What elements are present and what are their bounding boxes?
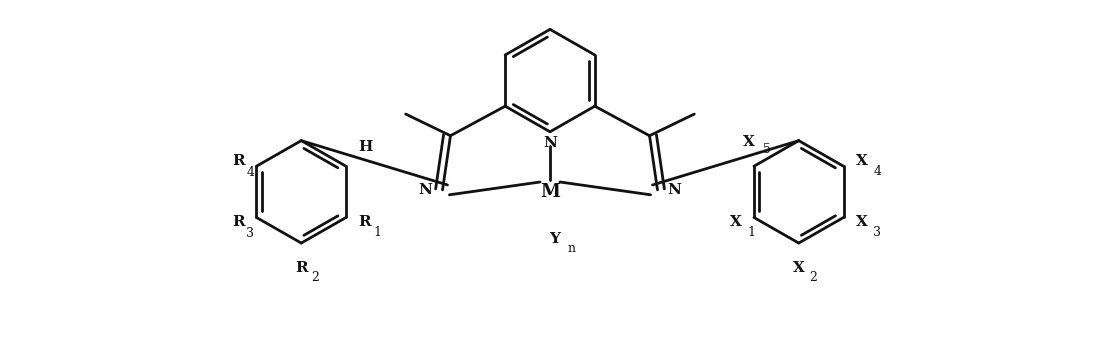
Text: 1: 1 <box>748 226 756 239</box>
Text: 3: 3 <box>247 227 254 240</box>
Text: 3: 3 <box>873 226 882 239</box>
Text: R: R <box>232 154 244 168</box>
Text: H: H <box>358 141 372 154</box>
Text: 4: 4 <box>873 165 882 178</box>
Text: N: N <box>418 183 433 197</box>
Text: X: X <box>855 154 868 168</box>
Text: Y: Y <box>549 232 560 246</box>
Text: 1: 1 <box>374 226 382 239</box>
Text: n: n <box>568 242 576 256</box>
Text: R: R <box>358 215 371 229</box>
Text: M: M <box>539 183 560 201</box>
Text: 2: 2 <box>809 270 817 284</box>
Text: R: R <box>295 261 307 275</box>
Text: X: X <box>793 261 805 275</box>
Text: 5: 5 <box>763 143 771 157</box>
Text: X: X <box>743 135 755 149</box>
Text: X: X <box>730 215 742 229</box>
Text: N: N <box>543 136 557 150</box>
Text: R: R <box>232 215 244 229</box>
Text: 4: 4 <box>247 166 254 179</box>
Text: X: X <box>855 215 868 229</box>
Text: 2: 2 <box>312 270 319 284</box>
Text: N: N <box>667 183 682 197</box>
